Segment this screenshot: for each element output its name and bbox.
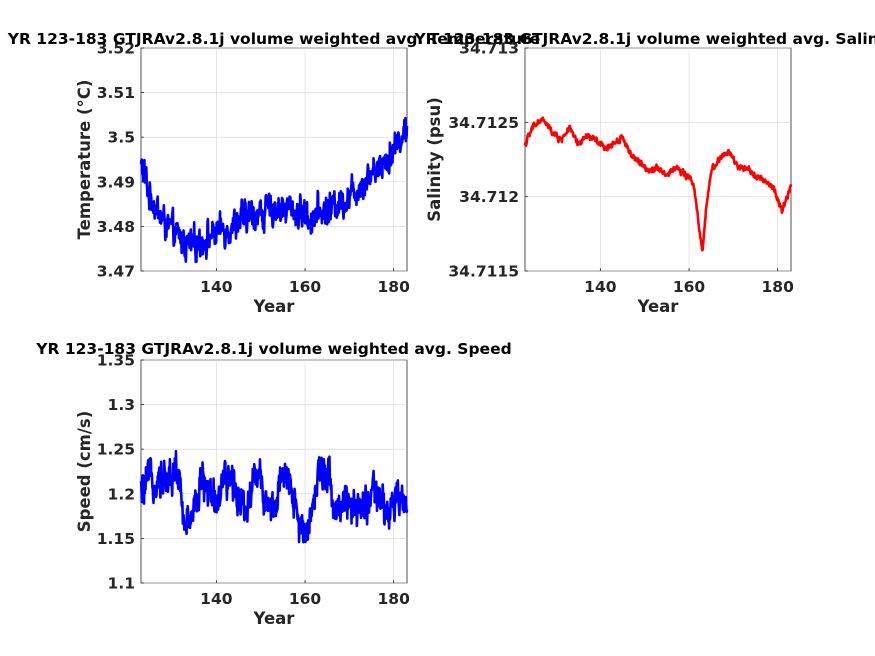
speed-ytick-label-3: 1.25 (97, 441, 135, 459)
speed-panel: 1401601801.11.151.21.251.31.35 YR 123-18… (35, 340, 511, 628)
salinity-xtick-label-1: 160 (673, 278, 706, 296)
speed-xtick-label-1: 160 (289, 590, 322, 608)
speed-xtick-label-2: 180 (378, 590, 411, 608)
temperature-ytick-label-2: 3.49 (97, 173, 135, 191)
salinity-xlabel: Year (637, 297, 680, 316)
temperature-xtick-label-2: 180 (378, 278, 411, 296)
speed-ytick-label-0: 1.1 (108, 575, 135, 593)
salinity-ylabel: Salinity (psu) (425, 97, 444, 222)
temperature-ytick-label-0: 3.47 (97, 263, 135, 281)
temperature-xlabel: Year (253, 297, 296, 316)
temperature-ytick-label-4: 3.51 (97, 84, 135, 102)
speed-xlabel: Year (253, 609, 296, 628)
speed-xtick-label-0: 140 (200, 590, 233, 608)
temperature-ylabel: Temperature (°C) (75, 80, 94, 240)
salinity-panel: 14016018034.711534.71234.712534.713 YR 1… (413, 30, 875, 316)
salinity-xtick-label-0: 140 (584, 278, 617, 296)
speed-ytick-label-2: 1.2 (108, 485, 135, 503)
speed-ylabel: Speed (cm/s) (75, 411, 94, 533)
temperature-xtick-label-1: 160 (289, 278, 322, 296)
figure: 1401601803.473.483.493.53.513.52 YR 123-… (0, 0, 875, 656)
salinity-title: YR 123-183 GTJRAv2.8.1j volume weighted … (413, 30, 875, 48)
temperature-ytick-label-1: 3.48 (97, 218, 135, 236)
speed-plot-area (141, 360, 407, 583)
temperature-ytick-label-3: 3.5 (108, 129, 135, 147)
salinity-ytick-label-0: 34.7115 (448, 263, 519, 281)
speed-title: YR 123-183 GTJRAv2.8.1j volume weighted … (35, 340, 511, 358)
temperature-xtick-label-0: 140 (200, 278, 233, 296)
salinity-ytick-label-2: 34.7125 (448, 114, 519, 132)
salinity-xtick-label-2: 180 (762, 278, 795, 296)
salinity-plot-area (525, 48, 791, 271)
salinity-ytick-label-1: 34.712 (459, 188, 519, 206)
speed-ytick-label-1: 1.15 (97, 530, 135, 548)
speed-ytick-label-4: 1.3 (108, 396, 135, 414)
